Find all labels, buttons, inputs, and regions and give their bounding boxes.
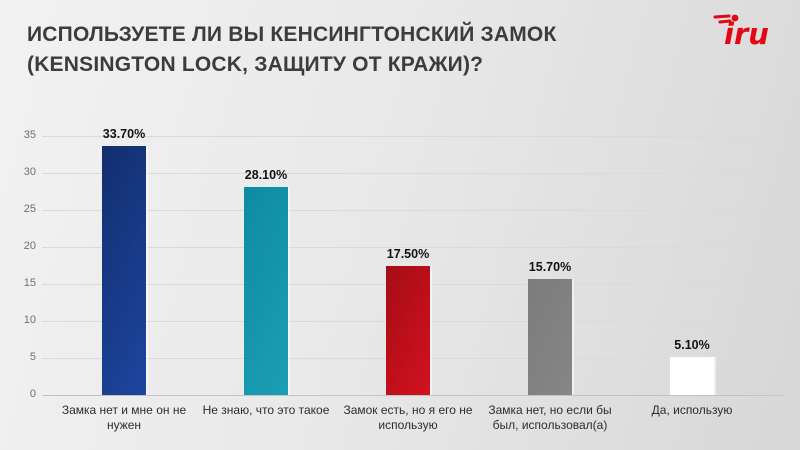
bar-3 bbox=[386, 265, 430, 395]
bar-5 bbox=[670, 357, 714, 395]
value-label-1: 33.70% bbox=[102, 126, 146, 141]
bar-chart: 0 5 10 15 20 25 30 35 33.70% Замка нет и мне он н… bbox=[0, 120, 800, 450]
y-axis-tick-30: 30 bbox=[23, 166, 36, 178]
iru-logo: iru bbox=[712, 8, 778, 52]
title-line-2: (KENSINGTON LOCK, ЗАЩИТУ ОТ КРАЖИ)? bbox=[27, 53, 484, 76]
logo-text: iru bbox=[724, 17, 769, 51]
category-label-1: Замка нет и мне он не нужен bbox=[61, 403, 187, 432]
value-label-3: 17.50% bbox=[386, 246, 430, 261]
title-line-1: ИСПОЛЬЗУЕТЕ ЛИ ВЫ КЕНСИНГТОНСКИЙ ЗАМОК bbox=[27, 23, 557, 46]
gridline-20 bbox=[42, 247, 785, 248]
y-axis-tick-0: 0 bbox=[29, 388, 36, 400]
category-label-5: Да, использую bbox=[651, 403, 733, 417]
y-axis-tick-10: 10 bbox=[23, 314, 36, 326]
bar-4 bbox=[528, 278, 572, 395]
value-label-2: 28.10% bbox=[244, 168, 288, 183]
gridline-0 bbox=[42, 395, 785, 396]
category-label-3: Замок есть, но я его не использую bbox=[343, 403, 473, 432]
value-label-5: 5.10% bbox=[674, 338, 710, 353]
y-axis-tick-5: 5 bbox=[29, 351, 36, 363]
iru-logo-icon: iru bbox=[713, 14, 769, 51]
gridline-35 bbox=[42, 136, 785, 137]
y-axis-tick-20: 20 bbox=[23, 240, 36, 252]
y-axis-tick-15: 15 bbox=[23, 277, 36, 289]
y-axis-tick-25: 25 bbox=[23, 203, 36, 215]
page-title: ИСПОЛЬЗУЕТЕ ЛИ ВЫ КЕНСИНГТОНСКИЙ ЗАМОК (… bbox=[27, 20, 556, 80]
y-axis-tick-35: 35 bbox=[23, 129, 36, 141]
bar-1 bbox=[102, 145, 146, 395]
category-label-2: Не знаю, что это такое bbox=[202, 403, 330, 417]
value-label-4: 15.70% bbox=[528, 259, 572, 274]
gridline-25 bbox=[42, 210, 785, 211]
gridline-30 bbox=[42, 173, 785, 174]
bar-2 bbox=[244, 187, 288, 395]
category-label-4: Замка нет, но если бы был, использовал(а… bbox=[488, 403, 612, 432]
